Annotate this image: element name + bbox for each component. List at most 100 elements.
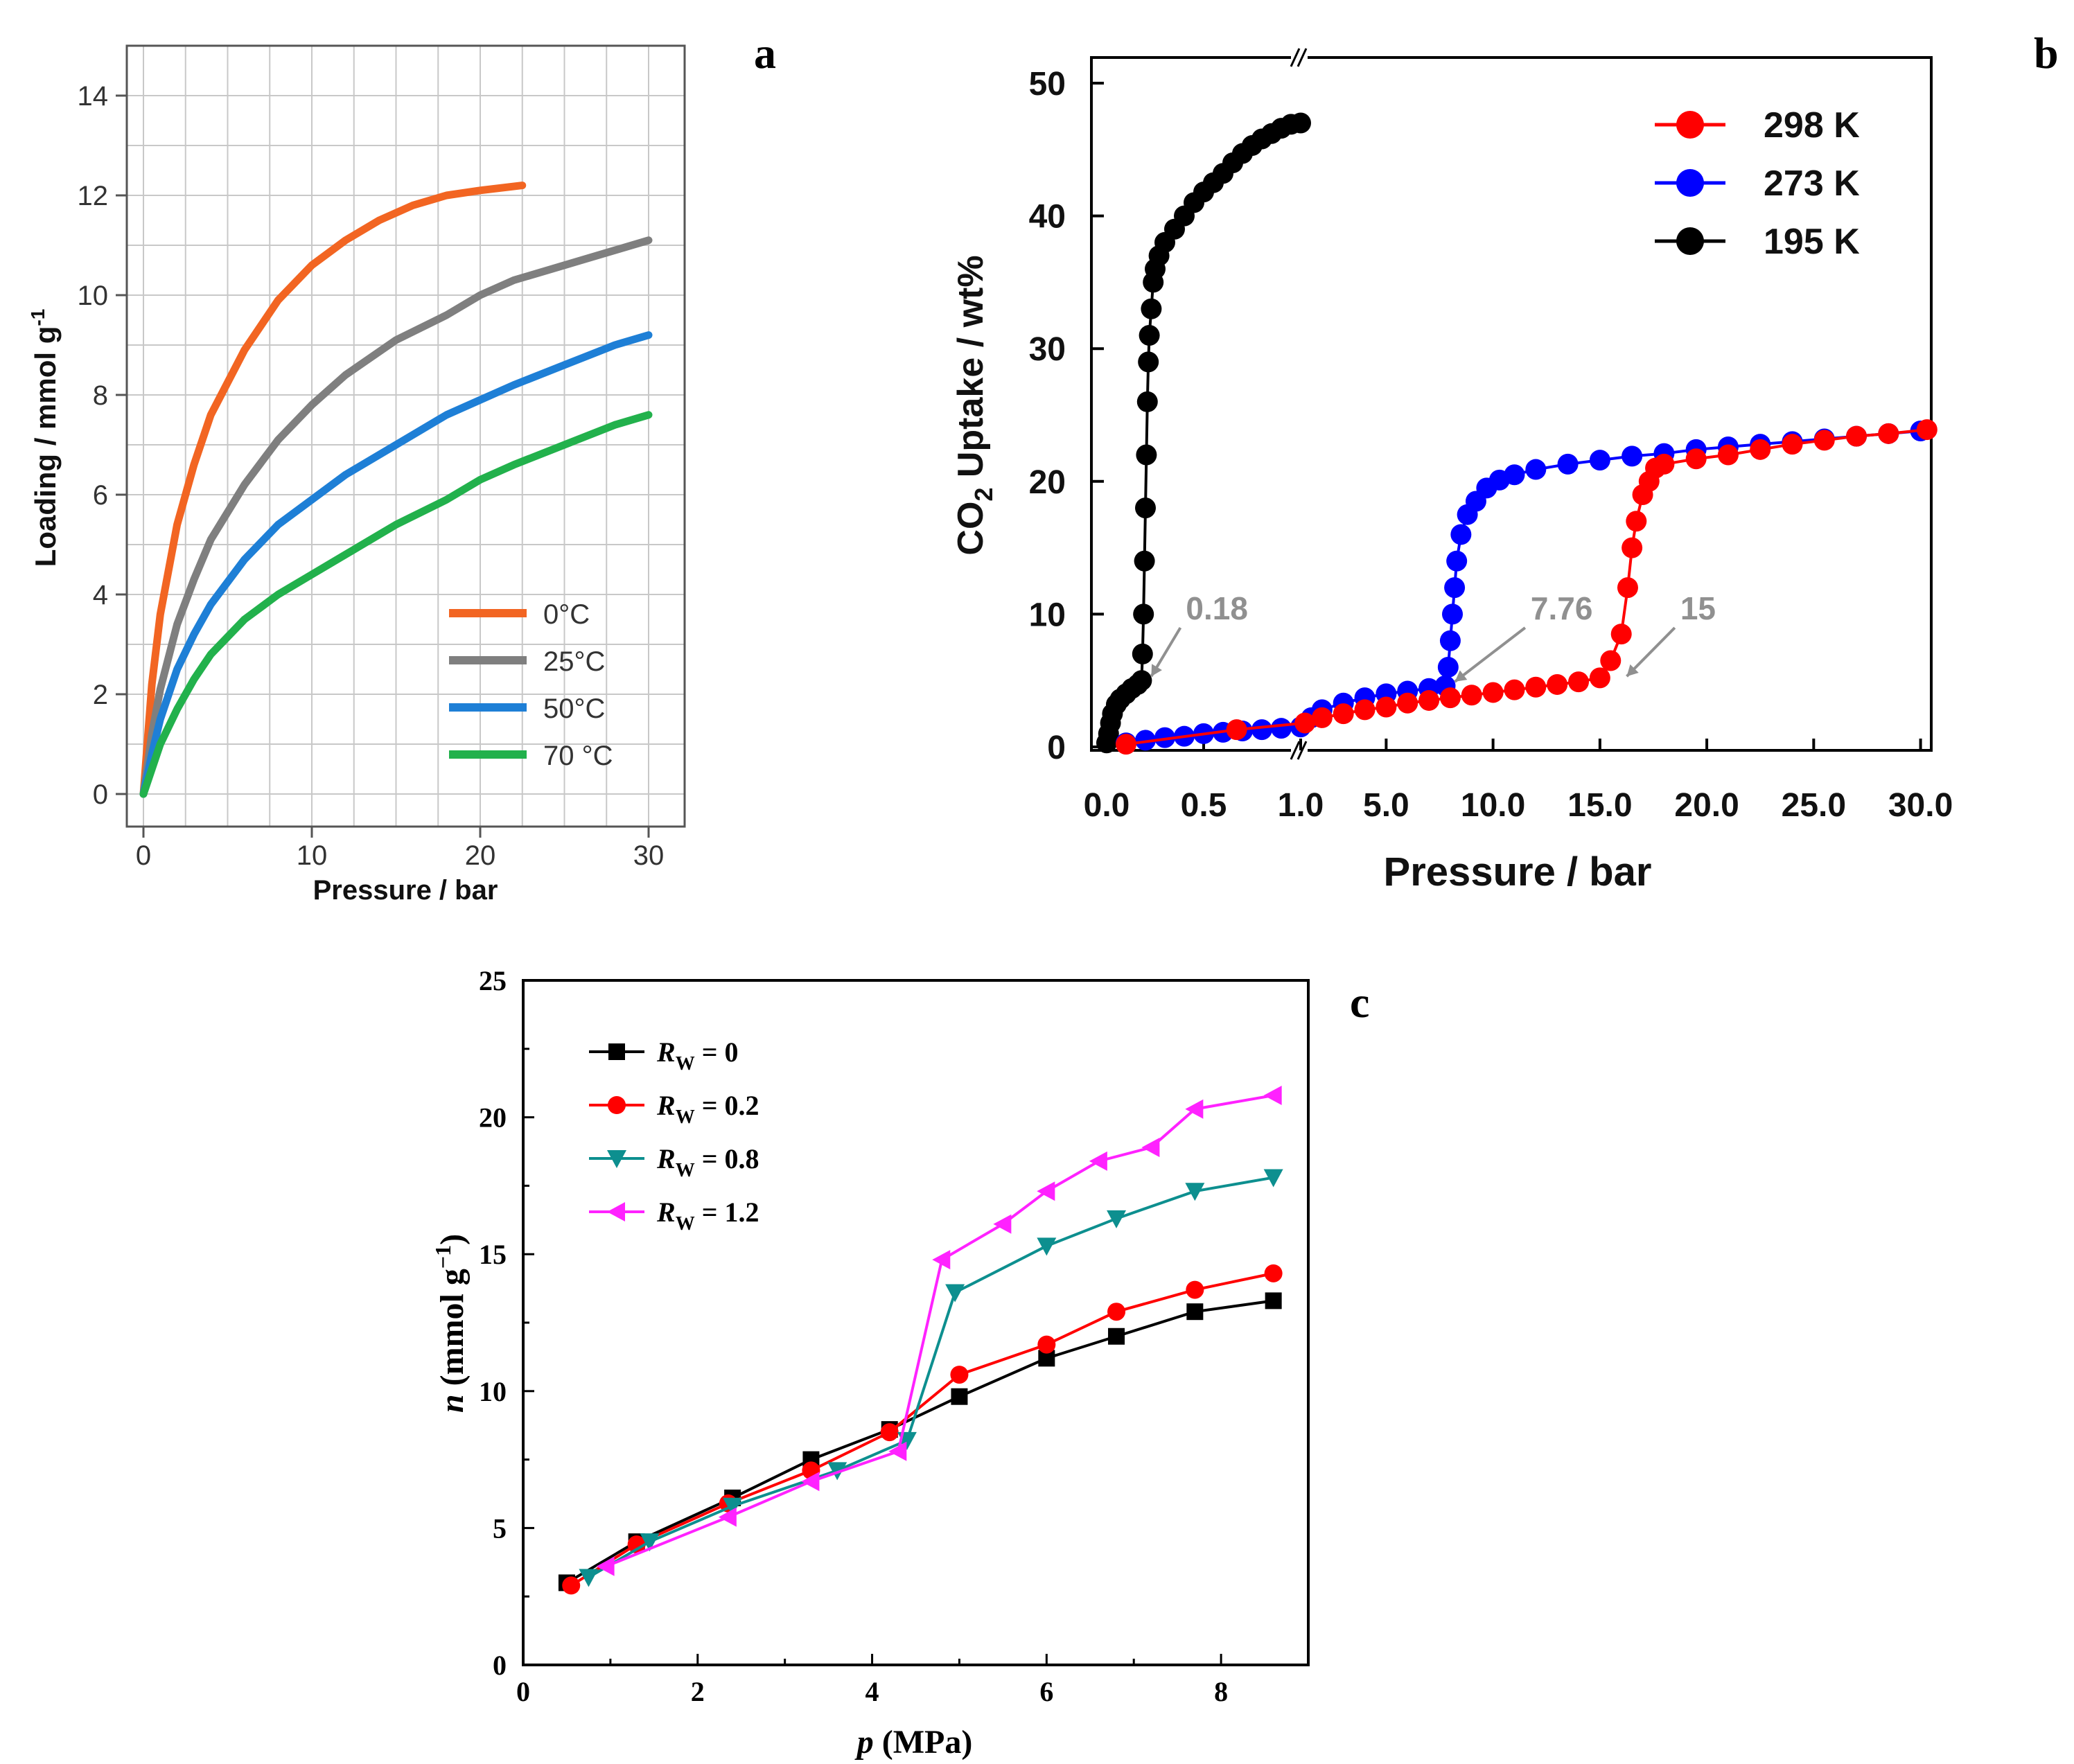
x-tick-label-30: 30	[633, 840, 665, 871]
data-point-273K	[1557, 453, 1579, 475]
y-tick-label-20: 20	[479, 1102, 507, 1134]
y-tick-label-0: 0	[93, 779, 108, 810]
data-point-273K	[1154, 727, 1175, 748]
panel-a-frame	[125, 44, 686, 828]
data-point-RW=0.8	[1185, 1183, 1205, 1201]
x-tick-label-30.0: 30.0	[1888, 787, 1953, 824]
y-tick-label-20: 20	[1029, 464, 1066, 501]
data-point-273K	[1271, 718, 1292, 739]
y-tick-label-4: 4	[93, 580, 108, 610]
x-tick-label-6: 6	[1039, 1676, 1053, 1707]
data-point-298K	[1439, 687, 1461, 709]
panel-c-legend: RW = 0 RW = 0.2 RW = 0.8 RW = 1.2	[589, 1037, 759, 1235]
x-tick-label-0: 0	[516, 1676, 530, 1707]
data-point-RW=0	[1265, 1292, 1282, 1309]
legend-label-RW=0: RW = 0	[656, 1037, 738, 1075]
data-point-RW=1.2	[1185, 1099, 1204, 1119]
annotation-label-7.76: 7.76	[1531, 590, 1593, 626]
data-point-298K	[1333, 703, 1354, 725]
data-point-RW=1.2	[932, 1250, 951, 1270]
data-point-RW=0	[951, 1388, 968, 1405]
y-tick-label-40: 40	[1029, 199, 1066, 236]
data-point-195K	[1136, 391, 1158, 412]
y-tick-label-10: 10	[1029, 597, 1066, 633]
series-line-0°C	[139, 182, 527, 798]
data-point-RW=0.2	[1264, 1264, 1283, 1282]
panel-a: 0 10 20 30 0 2 4 6 8 10 12 14 a Pressure / bar Load…	[27, 28, 776, 906]
data-point-RW=0.2	[562, 1576, 581, 1595]
x-tick-label-0.0: 0.0	[1084, 787, 1130, 824]
y-tick-label-5: 5	[493, 1512, 507, 1544]
data-point-RW=0	[1186, 1303, 1204, 1321]
data-point-298K	[1617, 577, 1638, 599]
y-tick-label-0: 0	[1047, 730, 1066, 766]
data-point-RW=0.8	[945, 1284, 965, 1303]
x-tick-label-25.0: 25.0	[1782, 787, 1846, 824]
series-line-25°C	[139, 236, 653, 798]
data-point-195K	[1290, 112, 1311, 134]
legend-swatch-marker-298 K	[1676, 111, 1704, 139]
data-point-298K	[1354, 699, 1376, 721]
data-point-298K	[1547, 673, 1568, 695]
data-point-RW=1.2	[1141, 1138, 1160, 1158]
panel-a-ticks: 0 10 20 30 0 2 4 6 8 10 12 14	[78, 81, 665, 871]
data-point-RW=1.2	[888, 1441, 907, 1461]
data-point-RW=0.8	[579, 1569, 599, 1587]
legend-swatch-marker-RW=0	[608, 1043, 625, 1060]
data-point-RW=1.2	[1037, 1181, 1055, 1201]
series-line-RW=0.8	[588, 1176, 1274, 1579]
data-point-298K	[1626, 511, 1647, 532]
data-point-298K	[1525, 676, 1547, 698]
y-tick-label-0: 0	[493, 1650, 507, 1681]
data-point-RW=1.2	[1263, 1085, 1282, 1105]
panel-b-legend: 298 K 273 K 195 K	[1655, 105, 1860, 262]
legend-swatch-marker-RW=0.8	[607, 1150, 626, 1168]
y-tick-label-25: 25	[479, 965, 507, 996]
data-point-RW=0.2	[880, 1423, 899, 1442]
series-line-70 °C	[139, 411, 653, 798]
data-point-298K	[1294, 712, 1316, 734]
data-point-298K	[1504, 679, 1525, 700]
annotation-arrowhead-0.18	[1151, 664, 1162, 677]
y-tick-label-12: 12	[78, 181, 109, 211]
panel-a-label: a	[754, 28, 776, 78]
data-point-RW=0.2	[627, 1535, 646, 1554]
data-point-RW=1.2	[718, 1507, 737, 1527]
x-tick-label-8: 8	[1214, 1676, 1228, 1707]
data-point-RW=0.2	[1186, 1280, 1204, 1299]
data-point-298K	[1813, 430, 1835, 451]
y-tick-label-6: 6	[93, 480, 108, 511]
data-point-298K	[1610, 624, 1632, 645]
data-point-273K	[1437, 657, 1459, 678]
data-point-RW=0.8	[1037, 1237, 1057, 1256]
y-tick-label-10: 10	[479, 1376, 507, 1407]
x-tick-label-0.5: 0.5	[1181, 787, 1227, 824]
x-tick-label-0: 0	[136, 840, 151, 871]
legend-label-50°C: 50°C	[543, 694, 605, 724]
data-point-298K	[1600, 650, 1622, 671]
legend-label-273 K: 273 K	[1764, 164, 1860, 204]
panel-c-ticks: 0 2 4 6 8 0 5 10 15 20 25	[479, 965, 1310, 1707]
data-point-195K	[1134, 550, 1155, 572]
x-tick-label-1.0: 1.0	[1278, 787, 1324, 824]
data-point-195K	[1133, 603, 1154, 625]
panel-a-xlabel: Pressure / bar	[313, 875, 498, 906]
panel-a-ylabel: Loading / mmol g-1	[27, 309, 62, 567]
data-point-195K	[1135, 497, 1156, 519]
x-tick-label-10: 10	[297, 840, 328, 871]
y-tick-label-50: 50	[1029, 66, 1066, 103]
legend-label-0°C: 0°C	[543, 599, 590, 630]
data-point-298K	[1750, 439, 1771, 460]
data-point-298K	[1622, 537, 1643, 558]
data-point-RW=1.2	[1089, 1151, 1107, 1171]
legend-swatch-marker-RW=1.2	[607, 1202, 625, 1221]
data-point-298K	[1846, 425, 1868, 447]
data-point-298K	[1418, 689, 1440, 711]
data-point-273K	[1622, 446, 1643, 467]
data-point-273K	[1525, 459, 1547, 480]
data-point-RW=1.2	[993, 1214, 1012, 1234]
panel-b-series	[1096, 112, 1937, 755]
panel-b-ticks: 0.0 0.5 1.0 5.0 10.0 15.0 20.0 25.0 30.0 0 10 20 30 4…	[1029, 66, 1953, 824]
data-point-298K	[1685, 448, 1707, 470]
y-tick-label-14: 14	[78, 81, 109, 112]
